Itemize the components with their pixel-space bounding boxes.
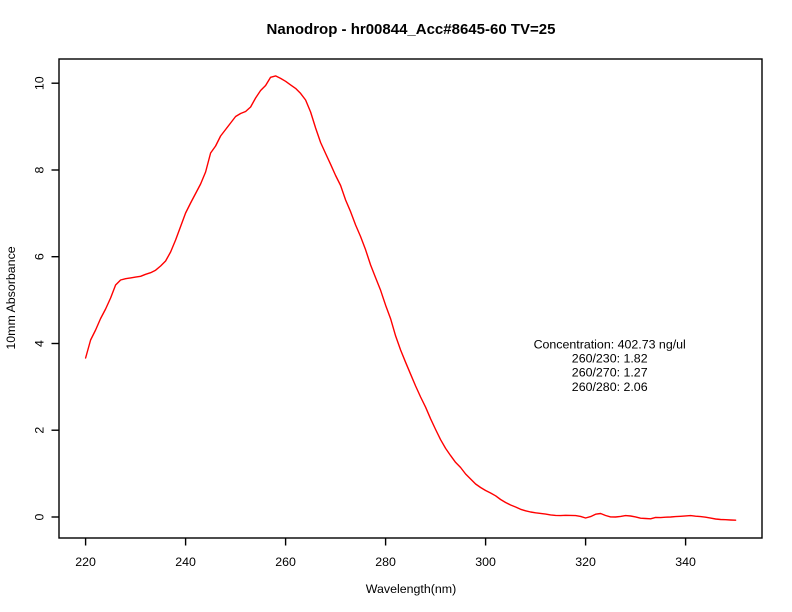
svg-text:Concentration: 402.73 ng/ul: Concentration: 402.73 ng/ul — [534, 337, 686, 351]
svg-text:Nanodrop - hr00844_Acc#8645-60: Nanodrop - hr00844_Acc#8645-60 TV=25 — [267, 21, 556, 38]
svg-text:260/230: 1.82: 260/230: 1.82 — [572, 352, 648, 366]
svg-text:340: 340 — [675, 555, 696, 569]
svg-text:Wavelength(nm): Wavelength(nm) — [366, 582, 456, 596]
svg-text:240: 240 — [175, 555, 196, 569]
svg-text:300: 300 — [475, 555, 496, 569]
svg-text:220: 220 — [75, 555, 96, 569]
svg-text:10: 10 — [32, 76, 46, 90]
svg-text:260: 260 — [275, 555, 296, 569]
svg-text:260/280: 2.06: 260/280: 2.06 — [572, 380, 648, 394]
svg-text:0: 0 — [32, 513, 46, 520]
svg-text:2: 2 — [32, 427, 46, 434]
svg-text:4: 4 — [32, 340, 46, 347]
svg-text:10mm Absorbance: 10mm Absorbance — [4, 246, 18, 349]
svg-text:280: 280 — [375, 555, 396, 569]
svg-text:320: 320 — [575, 555, 596, 569]
svg-text:6: 6 — [32, 253, 46, 260]
svg-text:8: 8 — [32, 166, 46, 173]
svg-text:260/270: 1.27: 260/270: 1.27 — [572, 366, 648, 380]
